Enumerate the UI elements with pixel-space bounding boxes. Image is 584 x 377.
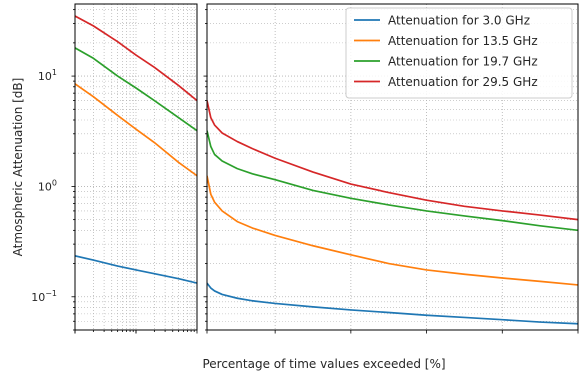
legend-label-2: Attenuation for 13.5 GHz — [388, 34, 538, 48]
series-line-2-panel-2 — [207, 175, 578, 286]
y-tick-base: 10 — [38, 70, 52, 83]
plot-frame — [206, 3, 579, 331]
y-tick-label: 100 — [38, 178, 57, 193]
series-line-2-panel-1 — [75, 83, 197, 177]
y-tick-exponent: −1 — [45, 289, 57, 298]
series-line-4-panel-1 — [75, 15, 197, 102]
y-tick-exponent: 0 — [52, 178, 57, 187]
series-line-1-panel-2 — [207, 282, 578, 325]
series-line-3-panel-1 — [75, 47, 197, 132]
y-tick-base: 10 — [38, 180, 52, 193]
y-tick-label: 10−1 — [31, 289, 57, 304]
legend: Attenuation for 3.0 GHz Attenuation for 1… — [345, 7, 573, 99]
y-tick-label: 101 — [38, 68, 57, 83]
y-tick-exponent: 1 — [52, 68, 57, 77]
x-axis-label: Percentage of time values exceeded [%] — [202, 357, 445, 371]
y-tick-base: 10 — [31, 291, 45, 304]
legend-label-1: Attenuation for 3.0 GHz — [388, 14, 530, 28]
legend-label-3: Attenuation for 19.7 GHz — [388, 55, 538, 69]
legend-box — [345, 7, 573, 99]
series-line-1-panel-1 — [75, 255, 197, 284]
y-axis-label: Atmospheric Attenuation [dB] — [11, 78, 25, 257]
series-line-3-panel-2 — [207, 130, 578, 232]
panel-1 — [71, 3, 198, 334]
series-line-4-panel-2 — [207, 100, 578, 221]
legend-label-4: Attenuation for 29.5 GHz — [388, 75, 538, 89]
